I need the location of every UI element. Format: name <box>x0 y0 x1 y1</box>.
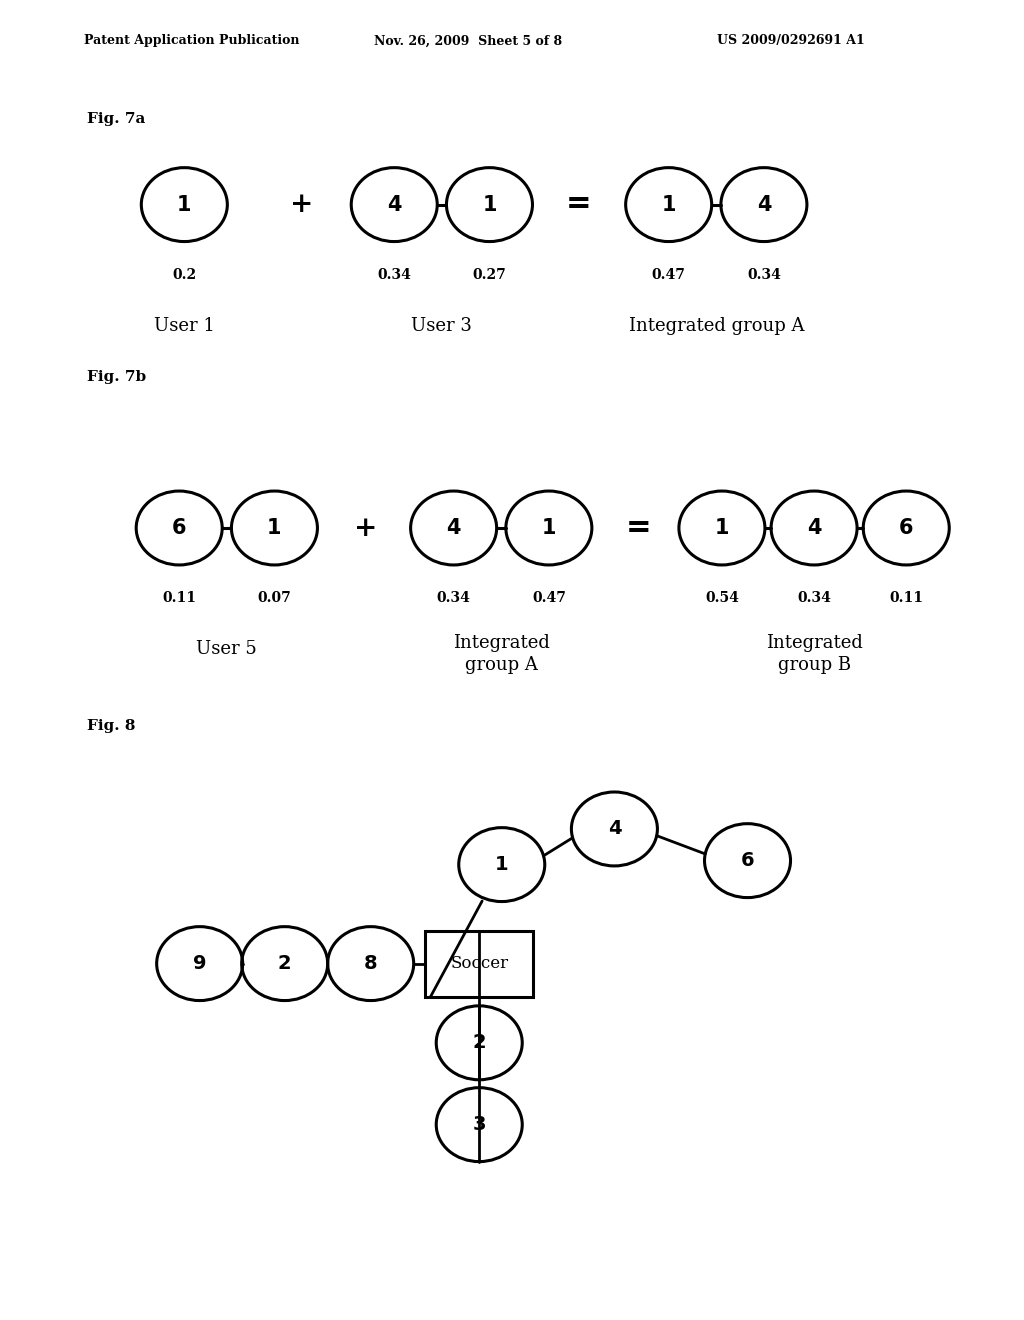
Text: 4: 4 <box>607 820 622 838</box>
Text: 8: 8 <box>364 954 378 973</box>
Text: User 3: User 3 <box>412 317 472 335</box>
Text: 0.34: 0.34 <box>436 591 471 606</box>
Text: 6: 6 <box>740 851 755 870</box>
Text: 0.34: 0.34 <box>377 268 412 282</box>
Text: US 2009/0292691 A1: US 2009/0292691 A1 <box>717 34 864 48</box>
Text: 3: 3 <box>472 1115 486 1134</box>
Text: 1: 1 <box>177 194 191 215</box>
Text: 0.34: 0.34 <box>746 268 781 282</box>
Text: 4: 4 <box>446 517 461 539</box>
Text: 0.47: 0.47 <box>531 591 566 606</box>
Text: =: = <box>626 512 652 544</box>
Text: 1: 1 <box>715 517 729 539</box>
Text: Fig. 7a: Fig. 7a <box>87 112 145 127</box>
Text: 0.11: 0.11 <box>889 591 924 606</box>
Text: 0.07: 0.07 <box>258 591 291 606</box>
Text: Soccer: Soccer <box>451 956 508 972</box>
Bar <box>426 931 534 997</box>
Text: Patent Application Publication: Patent Application Publication <box>84 34 299 48</box>
Text: 0.34: 0.34 <box>797 591 831 606</box>
Text: 0.47: 0.47 <box>651 268 686 282</box>
Text: +: + <box>354 515 377 541</box>
Text: 9: 9 <box>193 954 207 973</box>
Text: Integrated
group A: Integrated group A <box>453 634 550 673</box>
Text: 2: 2 <box>278 954 292 973</box>
Text: 1: 1 <box>495 855 509 874</box>
Text: 1: 1 <box>482 194 497 215</box>
Text: User 5: User 5 <box>197 640 257 659</box>
Text: 4: 4 <box>807 517 821 539</box>
Text: Fig. 8: Fig. 8 <box>87 719 135 734</box>
Text: =: = <box>565 189 592 220</box>
Text: 4: 4 <box>387 194 401 215</box>
Text: 0.2: 0.2 <box>172 268 197 282</box>
Text: Nov. 26, 2009  Sheet 5 of 8: Nov. 26, 2009 Sheet 5 of 8 <box>374 34 562 48</box>
Text: Fig. 7b: Fig. 7b <box>87 370 146 384</box>
Text: Integrated
group B: Integrated group B <box>766 634 862 673</box>
Text: 2: 2 <box>472 1034 486 1052</box>
Text: 1: 1 <box>662 194 676 215</box>
Text: 1: 1 <box>267 517 282 539</box>
Text: +: + <box>291 191 313 218</box>
Text: User 1: User 1 <box>154 317 215 335</box>
Text: 1: 1 <box>542 517 556 539</box>
Text: 6: 6 <box>899 517 913 539</box>
Text: 4: 4 <box>757 194 771 215</box>
Text: 6: 6 <box>172 517 186 539</box>
Text: 0.54: 0.54 <box>705 591 739 606</box>
Text: 0.27: 0.27 <box>473 268 506 282</box>
Text: Integrated group A: Integrated group A <box>629 317 804 335</box>
Text: 0.11: 0.11 <box>162 591 197 606</box>
